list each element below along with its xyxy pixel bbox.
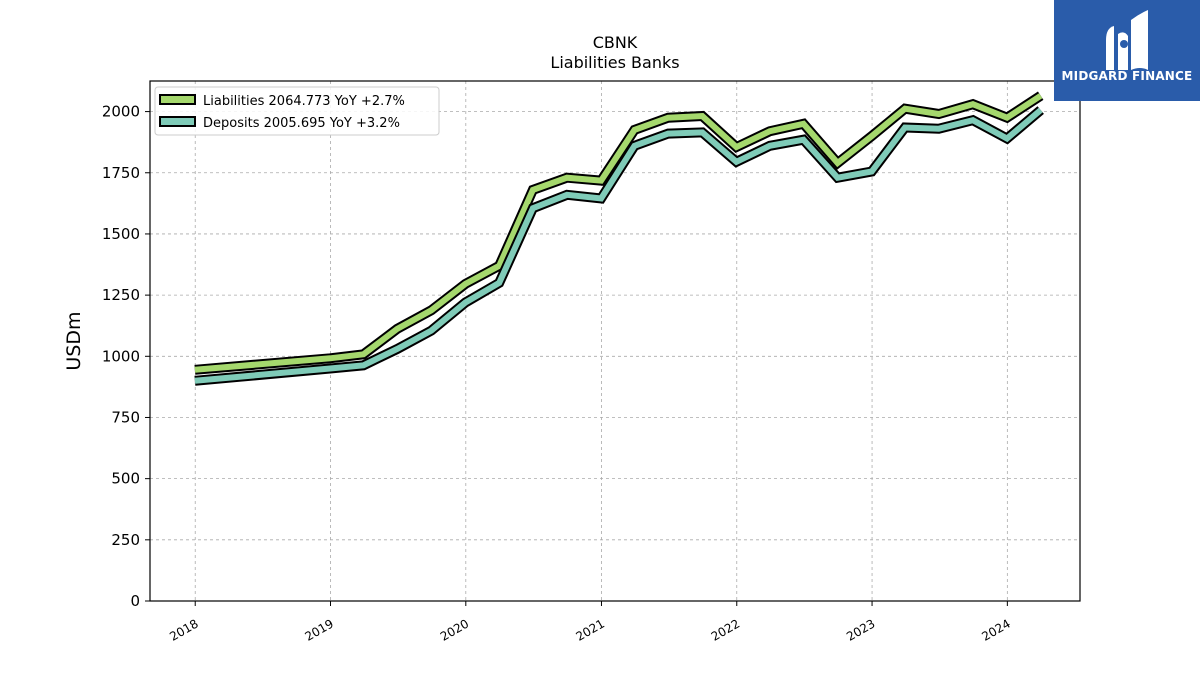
y-tick-label: 1250 [102, 286, 140, 304]
y-axis-label: USDm [63, 311, 85, 370]
x-tick-label: 2023 [844, 616, 877, 643]
x-tick-label: 2020 [438, 616, 471, 643]
y-tick-label: 250 [111, 531, 140, 549]
legend-box [154, 86, 440, 136]
chart-title-group: CBNK Liabilities Banks [550, 33, 679, 72]
x-tick-label: 2022 [709, 616, 742, 643]
y-tick-label: 0 [130, 592, 140, 610]
legend-label-deposits: Deposits 2005.695 YoY +3.2% [203, 116, 400, 131]
plot-frame [149, 80, 1081, 602]
x-tick-label: 2018 [167, 616, 200, 643]
y-tick-label: 500 [111, 470, 140, 488]
legend: Liabilities 2064.773 YoY +2.7% Deposits … [154, 86, 440, 136]
y-tick-label: 1750 [102, 164, 140, 182]
series-layer [194, 91, 1044, 386]
logo-text: MIDGARD FINANCE [1062, 69, 1193, 83]
series-line-deposits [194, 107, 1043, 384]
y-tick-label: 1000 [102, 347, 140, 365]
legend-label-liabilities: Liabilities 2064.773 YoY +2.7% [203, 94, 405, 109]
legend-swatch-liabilities [159, 94, 196, 105]
chart-title: CBNK [593, 33, 638, 52]
midgard-logo-icon [1106, 10, 1148, 70]
y-tick-label: 1500 [102, 225, 140, 243]
y-tick-label: 750 [111, 408, 140, 426]
x-tick-label: 2021 [574, 616, 607, 643]
y-axis: 0 250 500 750 1000 1250 1500 1750 2000 [102, 103, 150, 610]
x-tick-label: 2024 [979, 616, 1012, 643]
legend-swatch-deposits [159, 116, 196, 127]
logo: MIDGARD FINANCE [1054, 0, 1200, 101]
x-axis: 2018 2019 2020 2021 2022 2023 2024 [167, 601, 1013, 644]
series-line-liabilities [194, 93, 1043, 373]
x-tick-label: 2019 [303, 616, 336, 643]
series-outline-liabilities [194, 91, 1044, 375]
y-tick-label: 2000 [102, 103, 140, 121]
chart-subtitle: Liabilities Banks [550, 53, 679, 72]
